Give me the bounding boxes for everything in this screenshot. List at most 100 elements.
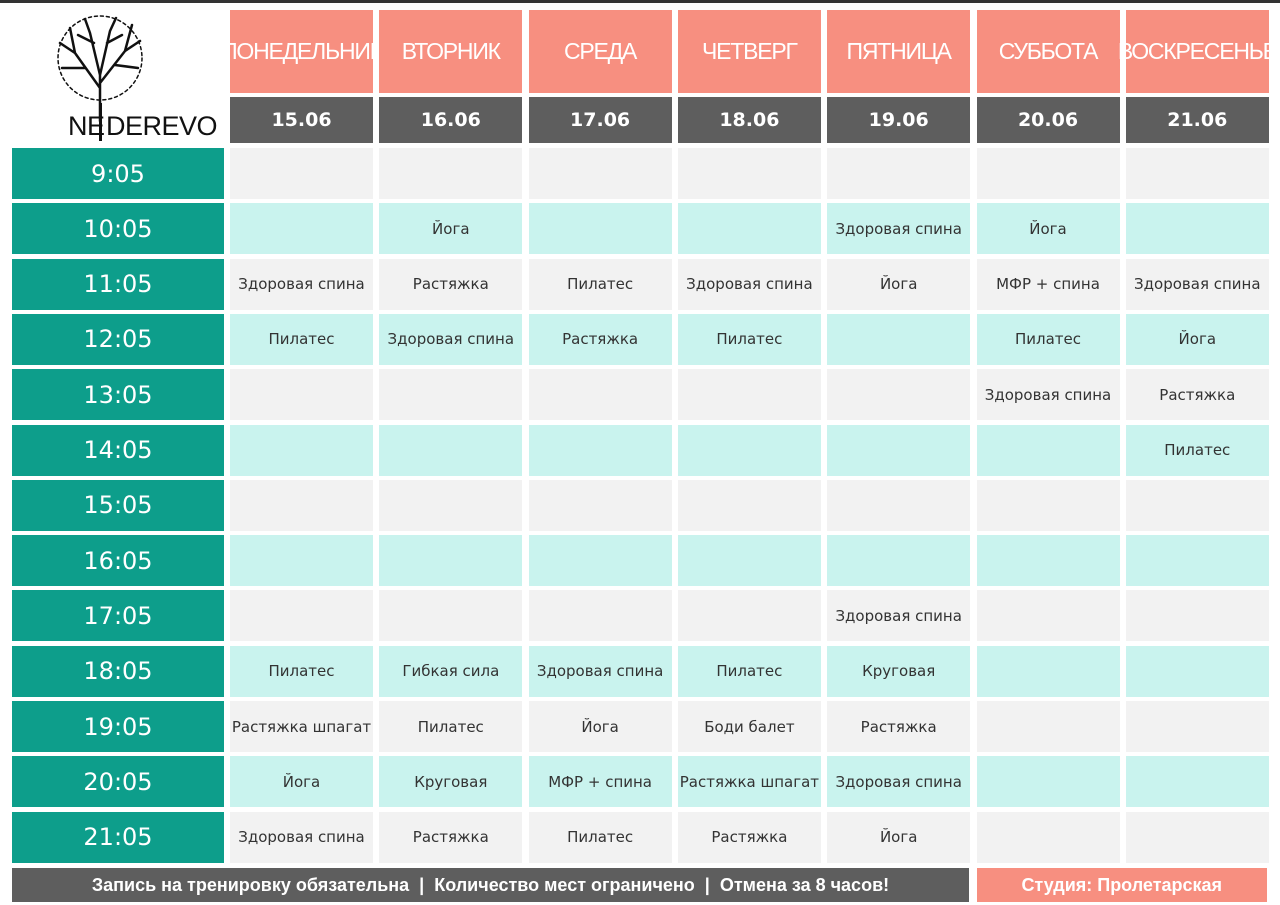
class-cell	[976, 479, 1120, 531]
class-cell	[379, 479, 523, 531]
class-cell	[827, 148, 971, 199]
class-cell: Пилатес	[379, 701, 523, 752]
time-cell: 20:05	[12, 756, 224, 808]
time-cell: 16:05	[12, 535, 224, 587]
class-cell: Растяжка	[379, 811, 523, 863]
class-cell	[976, 424, 1120, 476]
class-cell	[379, 590, 523, 642]
class-cell: Здоровая спина	[827, 203, 971, 255]
class-cell	[677, 203, 821, 255]
class-cell: Пилатес	[528, 811, 672, 863]
class-cell: МФР + спина	[528, 756, 672, 808]
class-cell	[1125, 203, 1269, 255]
class-cell: Йога	[1125, 313, 1269, 365]
class-cell: Йога	[528, 701, 672, 752]
class-cell	[976, 811, 1120, 863]
class-cell: Здоровая спина	[379, 313, 523, 365]
class-cell	[230, 479, 373, 531]
class-cell	[1125, 535, 1269, 587]
class-cell	[230, 203, 373, 255]
class-cell	[976, 645, 1120, 697]
class-cell	[230, 369, 373, 421]
class-cell: Здоровая спина	[827, 756, 971, 808]
class-cell	[1125, 701, 1269, 752]
class-cell: Здоровая спина	[230, 811, 373, 863]
class-cell: Здоровая спина	[976, 369, 1120, 421]
time-cell: 15:05	[12, 479, 224, 531]
class-cell: Круговая	[379, 756, 523, 808]
class-cell: Гибкая сила	[379, 645, 523, 697]
class-cell: Растяжка	[827, 701, 971, 752]
day-date: 19.06	[827, 97, 971, 143]
class-cell	[827, 479, 971, 531]
class-cell: Йога	[976, 203, 1120, 255]
class-cell	[677, 535, 821, 587]
class-cell: Растяжка	[528, 313, 672, 365]
class-cell: Здоровая спина	[827, 590, 971, 642]
class-cell	[379, 535, 523, 587]
class-cell: Йога	[230, 756, 373, 808]
footer-studio: Студия: Пролетарская	[976, 868, 1267, 902]
time-cell: 21:05	[12, 811, 224, 863]
logo-tree	[57, 15, 143, 123]
class-cell	[230, 535, 373, 587]
class-cell: Пилатес	[230, 313, 373, 365]
time-cell: 10:05	[12, 203, 224, 255]
footer-notice: Запись на тренировку обязательна | Колич…	[12, 868, 969, 902]
class-cell	[528, 424, 672, 476]
time-cell: 9:05	[12, 148, 224, 199]
class-cell: Круговая	[827, 645, 971, 697]
class-cell	[1125, 645, 1269, 697]
class-cell	[976, 148, 1120, 199]
day-date: 16.06	[379, 97, 523, 143]
class-cell	[677, 424, 821, 476]
class-cell: Растяжка шпагат	[677, 756, 821, 808]
class-cell	[528, 148, 672, 199]
class-cell: Пилатес	[976, 313, 1120, 365]
class-cell: Пилатес	[677, 645, 821, 697]
class-cell: Пилатес	[1125, 424, 1269, 476]
class-cell	[827, 313, 971, 365]
class-cell: Растяжка	[677, 811, 821, 863]
class-cell: Здоровая спина	[1125, 258, 1269, 310]
day-name: ВОСКРЕСЕНЬЕ	[1118, 10, 1278, 93]
logo-right: DEREVO	[106, 111, 218, 141]
class-cell	[976, 701, 1120, 752]
day-date: 15.06	[230, 97, 373, 143]
class-cell: Боди балет	[677, 701, 821, 752]
class-cell: Пилатес	[230, 645, 373, 697]
day-date: 17.06	[528, 97, 672, 143]
class-cell	[528, 590, 672, 642]
class-cell: Йога	[827, 811, 971, 863]
class-cell	[1125, 811, 1269, 863]
class-cell	[677, 479, 821, 531]
time-cell: 13:05	[12, 369, 224, 421]
time-cell: 18:05	[12, 645, 224, 697]
class-cell	[1125, 756, 1269, 808]
class-cell	[976, 756, 1120, 808]
class-cell: Растяжка	[1125, 369, 1269, 421]
class-cell: Растяжка	[379, 258, 523, 310]
day-name: ВТОРНИК	[379, 10, 523, 93]
class-cell	[528, 203, 672, 255]
class-cell	[379, 369, 523, 421]
class-cell: Пилатес	[677, 313, 821, 365]
class-cell	[528, 479, 672, 531]
class-cell	[1125, 479, 1269, 531]
day-name: СУББОТА	[976, 10, 1120, 93]
class-cell	[677, 590, 821, 642]
day-name: ПОНЕДЕЛЬНИК	[221, 10, 383, 93]
day-name: ПЯТНИЦА	[827, 10, 971, 93]
class-cell	[230, 424, 373, 476]
class-cell: Йога	[827, 258, 971, 310]
logo-trunk	[99, 103, 102, 141]
class-cell	[528, 369, 672, 421]
time-cell: 19:05	[12, 701, 224, 752]
class-cell	[1125, 148, 1269, 199]
class-cell	[976, 535, 1120, 587]
class-cell: Пилатес	[528, 258, 672, 310]
class-cell	[230, 148, 373, 199]
class-cell: Растяжка шпагат	[230, 701, 373, 752]
day-date: 20.06	[976, 97, 1120, 143]
time-cell: 11:05	[12, 258, 224, 310]
